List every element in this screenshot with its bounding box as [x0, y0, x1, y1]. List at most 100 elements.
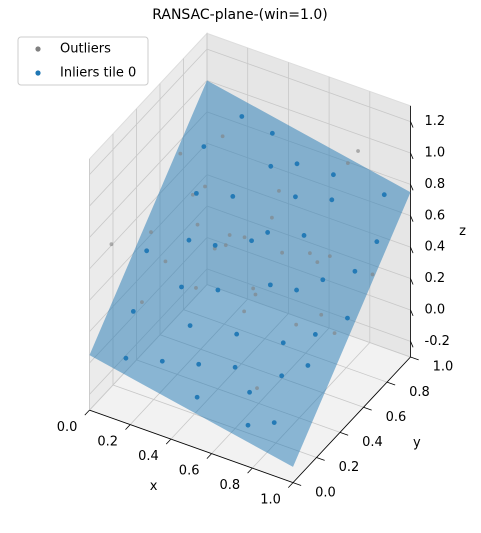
tick-mark: [410, 309, 414, 317]
data-point: [251, 286, 256, 291]
y-tick-label: 0.2: [339, 460, 360, 475]
data-point: [293, 194, 298, 200]
tick-mark: [316, 457, 325, 461]
data-point: [327, 254, 332, 258]
data-point: [245, 422, 251, 428]
data-point: [227, 233, 232, 237]
x-axis-label: x: [150, 479, 158, 494]
tick-mark: [410, 215, 414, 222]
tick-mark: [206, 453, 212, 459]
data-point: [234, 331, 240, 337]
data-point: [203, 184, 207, 189]
data-point: [215, 287, 221, 293]
tick-mark: [410, 247, 414, 254]
data-point: [332, 331, 337, 336]
data-point: [242, 235, 247, 240]
tick-mark: [410, 356, 419, 361]
data-point: [345, 161, 350, 166]
x-tick-label: 0.6: [179, 464, 200, 479]
x-tick-label: 0.4: [138, 449, 159, 464]
tick-mark: [363, 406, 372, 411]
data-point: [294, 287, 299, 293]
data-point: [159, 358, 165, 364]
tick-mark: [288, 482, 294, 488]
x-tick-label: 1.0: [260, 493, 281, 508]
data-point: [267, 282, 273, 288]
data-point: [370, 272, 375, 277]
y-axis-label: y: [413, 436, 421, 451]
data-point: [305, 363, 311, 368]
tick-mark: [410, 184, 414, 191]
fitted-plane: [89, 80, 411, 467]
y-tick-label: 1.0: [433, 360, 454, 375]
data-point: [247, 389, 252, 395]
tick-mark: [386, 381, 396, 386]
data-point: [230, 194, 236, 199]
tick-mark: [84, 409, 90, 416]
data-point: [312, 331, 318, 337]
y-tick-label: 0.8: [409, 385, 430, 400]
data-point: [149, 230, 153, 235]
chart-title: RANSAC-plane-(win=1.0): [152, 7, 328, 23]
data-point: [381, 192, 387, 198]
z-axis-label: z: [459, 224, 466, 239]
data-point: [242, 309, 247, 314]
x-tick-label: 0.2: [97, 435, 118, 450]
data-point: [186, 237, 192, 243]
data-point: [280, 250, 285, 255]
z-tick-label: 0.2: [425, 271, 446, 286]
data-point: [356, 149, 360, 153]
data-point: [239, 114, 245, 119]
data-point: [271, 420, 277, 426]
data-point: [270, 215, 274, 220]
y-tick-label: 0.6: [386, 410, 407, 425]
y-tick-label: 0.4: [362, 435, 383, 450]
data-point: [319, 312, 324, 317]
x-axis-line: [89, 409, 294, 483]
y-axis-line: [292, 356, 411, 483]
grid-line: [89, 80, 208, 207]
data-point: [294, 161, 300, 167]
data-point: [308, 251, 312, 256]
legend: Outliers Inliers tile 0: [17, 36, 149, 86]
tick-mark: [410, 341, 414, 348]
data-point: [255, 386, 259, 391]
tick-mark: [410, 121, 414, 128]
data-point: [352, 268, 358, 274]
x-tick-label: 0.0: [57, 420, 78, 435]
data-point: [109, 242, 114, 247]
legend-marker: [35, 70, 41, 76]
data-point: [374, 239, 380, 245]
data-point: [212, 242, 218, 248]
data-point: [331, 172, 336, 178]
data-point: [144, 248, 150, 254]
data-point: [269, 130, 275, 136]
data-point: [187, 323, 193, 329]
data-point: [193, 190, 199, 196]
z-tick-label: 0.8: [425, 177, 446, 192]
data-point: [223, 243, 228, 248]
tick-mark: [410, 278, 414, 285]
data-point: [194, 394, 200, 400]
data-point: [232, 364, 238, 370]
y-tick-label: 0.0: [315, 485, 336, 500]
data-point: [195, 222, 200, 227]
tick-mark: [165, 438, 172, 445]
z-tick-label: 0.6: [425, 208, 446, 223]
data-point: [163, 259, 168, 264]
z-tick-label: 1.0: [425, 145, 446, 160]
data-point: [130, 309, 136, 314]
z-tick-label: 0.4: [425, 240, 446, 255]
data-point: [280, 340, 286, 346]
data-point: [178, 151, 183, 156]
tick-mark: [410, 152, 414, 160]
grid-line: [206, 48, 411, 122]
legend-box: [17, 36, 149, 86]
data-point: [253, 292, 258, 297]
data-point: [220, 134, 225, 139]
grid-line: [206, 80, 411, 154]
tick-mark: [339, 432, 349, 436]
data-point: [279, 373, 285, 379]
data-point: [196, 361, 202, 367]
